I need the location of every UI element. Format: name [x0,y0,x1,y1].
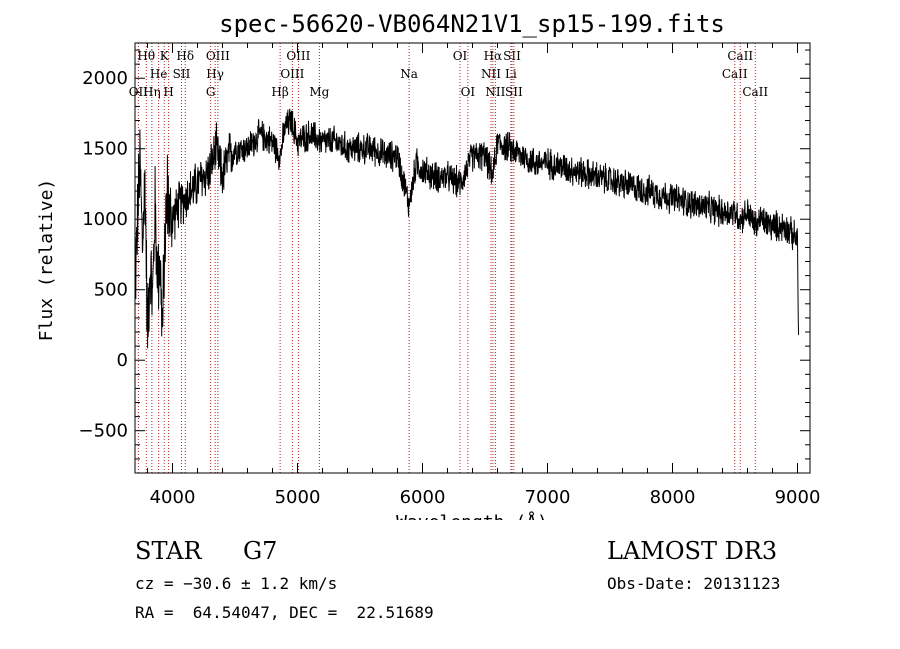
line-marker-label: H [163,85,173,99]
series-flux-line [134,108,800,349]
object-subclass: G7 [243,537,278,565]
line-marker-label: SII [505,85,523,99]
line-marker-label: Li [505,67,517,81]
y-tick-label: 1500 [82,139,128,160]
y-tick-label: 1000 [82,209,128,230]
line-marker-label: OI [461,85,476,99]
line-marker-label: Hβ [271,85,288,99]
line-marker-label: Mg [309,85,329,99]
line-marker-label: Hγ [206,67,224,81]
spectrum-chart: spec-56620-VB064N21V1_sp15-199.fits Hθ Hη… [36,10,821,520]
x-axis-label: Wavelength (Å) [396,511,548,520]
line-marker-label: SII [173,67,191,81]
plot-frame [134,42,811,474]
object-class: STAR [135,537,202,565]
x-tick-label: 9000 [775,487,821,508]
line-marker-label: NII [485,85,505,99]
line-marker-label: OIII [286,49,310,63]
y-tick-label: 500 [94,280,128,301]
obs-date: Obs-Date: 20131123 [607,574,781,593]
x-tick-label: 5000 [275,487,321,508]
chart-title: spec-56620-VB064N21V1_sp15-199.fits [219,10,725,38]
line-marker-label: Na [400,67,418,81]
x-tick-label: 6000 [400,487,446,508]
series-flux [134,108,800,349]
ra-dec: RA = 64.54047, DEC = 22.51689 [135,603,434,622]
x-tick-label: 7000 [525,487,571,508]
y-tick-label: 0 [117,350,128,371]
line-marker-label: CaII [727,49,753,63]
y-axis-label: Flux (relative) [36,179,57,342]
y-tick-label: 2000 [82,68,128,89]
line-marker-label: Hα [484,49,503,63]
line-marker-label: SII [503,49,521,63]
line-marker-label: CaII [742,85,768,99]
survey-name: LAMOST DR3 [607,537,778,565]
line-marker-label: OI [453,49,468,63]
line-marker-label: K [160,49,170,63]
axes: 4000 5000 6000 7000 8000 9000 −500 0 500 1000 1500… [79,42,821,508]
line-marker-label: Hθ [137,49,155,63]
line-marker-label: He [150,67,168,81]
line-marker-label: Hη [143,85,161,99]
line-marker-label: CaII [722,67,748,81]
x-tick-label: 8000 [650,487,696,508]
y-tick-label: −500 [79,421,128,442]
line-marker-label: NII [481,67,501,81]
x-tick-label: 4000 [150,487,196,508]
redshift-cz: cz = −30.6 ± 1.2 km/s [135,574,338,593]
line-marker-label: G [206,85,216,99]
line-marker-label: Hδ [176,49,194,63]
line-marker-label: OIII [280,67,304,81]
line-marker-label: OIII [206,49,230,63]
